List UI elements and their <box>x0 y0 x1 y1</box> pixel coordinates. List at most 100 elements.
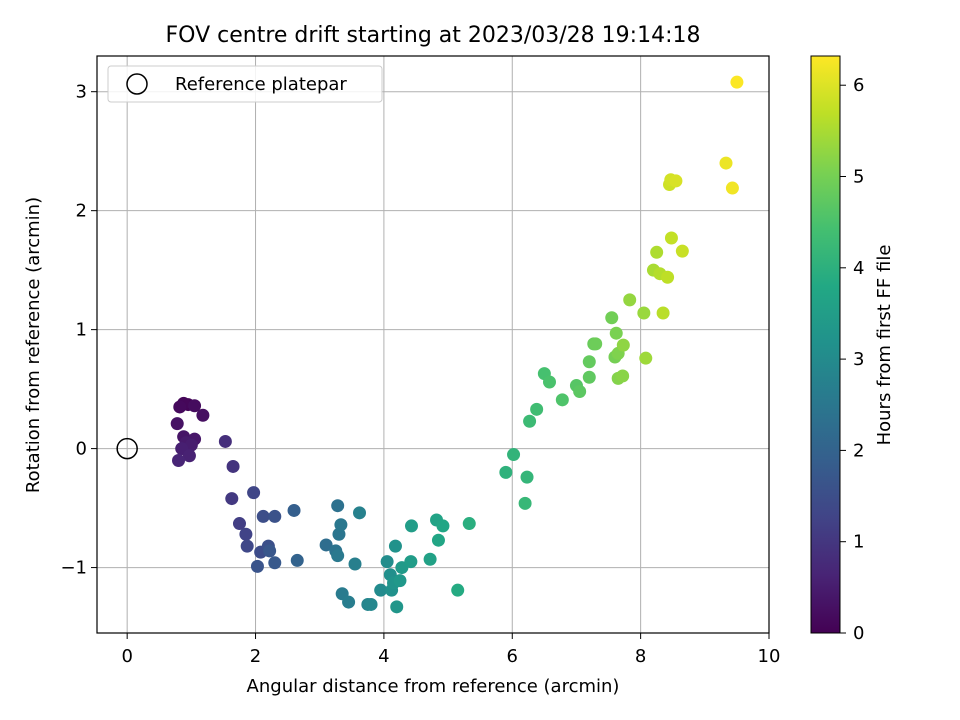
data-point <box>555 393 569 407</box>
y-tick-label: 1 <box>76 320 87 341</box>
reference-marker <box>116 437 138 460</box>
data-point <box>334 518 348 532</box>
data-point <box>331 499 345 513</box>
colorbar <box>810 55 841 634</box>
data-point <box>393 574 407 588</box>
data-point <box>451 583 465 597</box>
data-point <box>431 533 445 547</box>
colorbar-tick-label: 0 <box>853 623 864 644</box>
data-point <box>661 270 675 284</box>
data-point <box>730 75 744 89</box>
x-tick-label: 6 <box>507 646 518 667</box>
data-point <box>364 597 378 611</box>
data-point <box>268 556 282 570</box>
data-point <box>582 355 596 369</box>
data-point <box>319 538 333 552</box>
legend-entry-reference: Reference platepar <box>175 74 347 95</box>
data-point <box>656 306 670 320</box>
legend: Reference platepar <box>107 65 383 103</box>
data-point <box>380 555 394 569</box>
data-point <box>589 337 603 351</box>
grid-lines <box>97 56 770 633</box>
legend-marker <box>126 73 148 95</box>
legend-box <box>107 65 383 103</box>
data-point <box>650 245 664 259</box>
data-point <box>530 402 544 416</box>
scatter-points <box>170 75 744 614</box>
data-point <box>675 244 689 258</box>
data-point <box>623 293 637 307</box>
data-point <box>616 338 630 352</box>
data-point <box>523 414 537 428</box>
x-tick-label: 0 <box>121 646 132 667</box>
data-point <box>290 553 304 567</box>
x-axis-label: Angular distance from reference (arcmin) <box>247 676 620 697</box>
data-point <box>232 517 246 531</box>
data-point <box>287 503 301 517</box>
data-point <box>520 470 534 484</box>
data-point <box>573 384 587 398</box>
data-point <box>374 583 388 597</box>
data-point <box>250 559 264 573</box>
data-point <box>616 369 630 383</box>
x-tick-label: 4 <box>378 646 389 667</box>
data-point <box>218 434 232 448</box>
y-tick-label: 3 <box>76 82 87 103</box>
colorbar-tick-label: 6 <box>853 75 864 96</box>
data-point <box>518 496 532 510</box>
data-point <box>268 509 282 523</box>
data-point <box>342 595 356 609</box>
colorbar-label: Hours from first FF file <box>874 245 895 446</box>
data-point <box>388 539 402 553</box>
colorbar-tick-label: 5 <box>853 167 864 188</box>
data-point <box>605 311 619 325</box>
data-point <box>348 557 362 571</box>
data-point <box>404 555 418 569</box>
x-tick-label: 10 <box>758 646 781 667</box>
colorbar-tick-label: 2 <box>853 440 864 461</box>
y-axis-ticks: −1 0 1 2 3 <box>60 82 97 579</box>
data-point <box>353 506 367 520</box>
data-point <box>182 449 196 463</box>
data-point <box>725 181 739 195</box>
data-point <box>719 156 733 170</box>
reference-point <box>116 437 138 460</box>
data-point <box>256 509 270 523</box>
data-point <box>582 370 596 384</box>
data-point <box>225 492 239 506</box>
y-tick-label: 2 <box>76 201 87 222</box>
colorbar-tick-label: 1 <box>853 532 864 553</box>
colorbar-ticks: 0 1 2 3 4 5 6 <box>840 75 864 644</box>
y-tick-label: 0 <box>76 439 87 460</box>
data-point <box>239 527 253 541</box>
x-axis-ticks: 0 2 4 6 8 10 <box>121 633 780 667</box>
data-point <box>542 375 556 389</box>
data-point <box>390 600 404 614</box>
data-point <box>226 459 240 473</box>
data-point <box>639 351 653 365</box>
data-point <box>188 399 202 413</box>
data-point <box>247 486 261 500</box>
data-point <box>609 326 623 340</box>
data-point <box>507 448 521 462</box>
chart-title: FOV centre drift starting at 2023/03/28 … <box>166 23 701 48</box>
data-point <box>240 539 254 553</box>
data-point <box>669 174 683 188</box>
data-point <box>462 517 476 531</box>
data-point <box>423 552 437 566</box>
colorbar-tick-label: 4 <box>853 258 864 279</box>
x-tick-label: 8 <box>635 646 646 667</box>
data-point <box>637 306 651 320</box>
y-tick-label: −1 <box>60 558 87 579</box>
data-point <box>404 519 418 533</box>
data-point <box>170 417 184 431</box>
plot-frame <box>96 55 770 634</box>
y-axis-label: Rotation from reference (arcmin) <box>23 197 44 493</box>
data-point <box>331 549 345 563</box>
x-tick-label: 2 <box>250 646 261 667</box>
colorbar-tick-label: 3 <box>853 349 864 370</box>
data-point <box>499 465 513 479</box>
data-point <box>196 408 210 422</box>
data-point <box>664 231 678 245</box>
